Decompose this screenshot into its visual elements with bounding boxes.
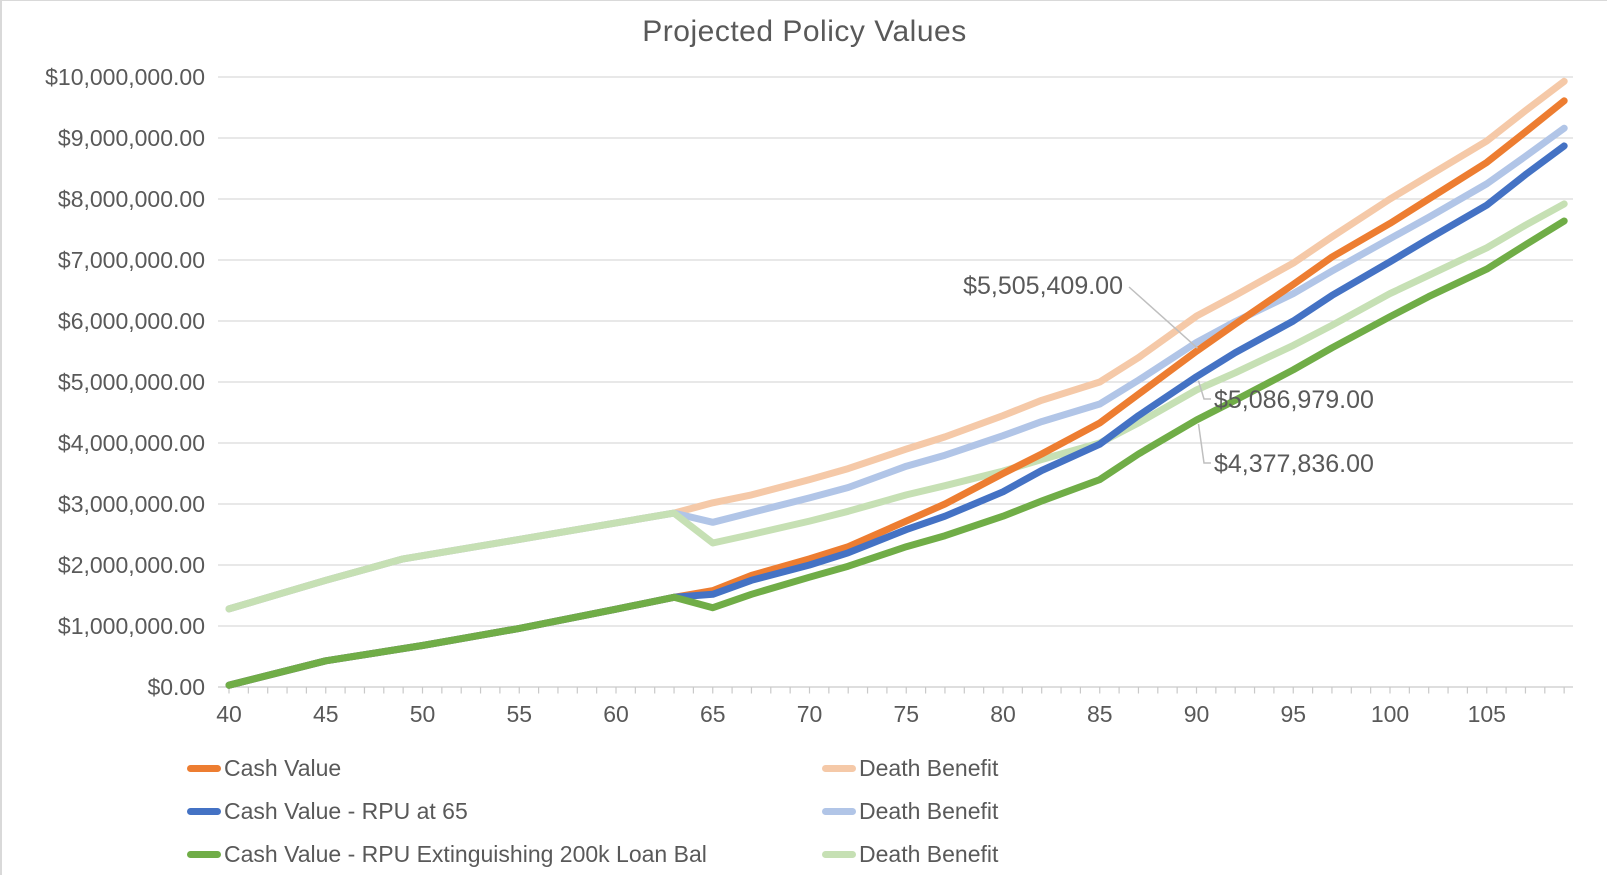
series-line-cash-value-rpu-at-65[interactable] xyxy=(225,142,1568,689)
y-axis-tick-label[interactable]: $1,000,000.00 xyxy=(58,613,205,639)
legend-item[interactable]: Cash Value - RPU Extinguishing 200k Loan… xyxy=(187,840,707,868)
legend-swatch-icon xyxy=(822,764,856,772)
y-axis-tick-label[interactable]: $7,000,000.00 xyxy=(58,247,205,273)
y-axis-tick-label[interactable]: $3,000,000.00 xyxy=(58,491,205,517)
legend-item-label: Death Benefit xyxy=(859,841,999,867)
x-axis-tick-label[interactable]: 55 xyxy=(506,701,532,727)
y-axis-tick-label[interactable]: $0.00 xyxy=(147,674,205,700)
legend-item[interactable]: Cash Value xyxy=(187,754,341,782)
legend-swatch-icon xyxy=(187,850,221,858)
chart-title[interactable]: Projected Policy Values xyxy=(642,15,967,48)
annotation-value-label[interactable]: $5,505,409.00 xyxy=(963,272,1123,300)
legend-swatch-icon xyxy=(187,807,221,815)
legend-item-label: Death Benefit xyxy=(859,755,999,781)
x-axis-tick-label[interactable]: 70 xyxy=(797,701,823,727)
legend-item-label: Death Benefit xyxy=(859,798,999,824)
annotation-leader-line xyxy=(1197,380,1211,400)
legend-swatch-icon xyxy=(822,850,856,858)
x-axis-tick-label[interactable]: 45 xyxy=(313,701,339,727)
annotation-value-label[interactable]: $4,377,836.00 xyxy=(1214,450,1374,478)
annotation-leader-line xyxy=(1128,286,1198,349)
legend-item-label: Cash Value - RPU Extinguishing 200k Loan… xyxy=(224,841,707,867)
y-axis-tick-label[interactable]: $10,000,000.00 xyxy=(45,64,205,90)
x-axis-tick-label[interactable]: 50 xyxy=(410,701,436,727)
x-axis-tick-label[interactable]: 65 xyxy=(700,701,726,727)
series-line-cash-value-rpu-extinguishing-200k-loan-bal[interactable] xyxy=(225,217,1568,689)
legend-item[interactable]: Cash Value - RPU at 65 xyxy=(187,797,468,825)
y-axis-tick-label[interactable]: $8,000,000.00 xyxy=(58,186,205,212)
y-axis-tick-label[interactable]: $4,000,000.00 xyxy=(58,430,205,456)
annotation-value-label[interactable]: $5,086,979.00 xyxy=(1214,386,1374,414)
x-axis-tick-label[interactable]: 85 xyxy=(1087,701,1113,727)
y-axis-tick-label[interactable]: $9,000,000.00 xyxy=(58,125,205,151)
y-axis-tick-label[interactable]: $5,000,000.00 xyxy=(58,369,205,395)
x-axis-tick-label[interactable]: 80 xyxy=(990,701,1016,727)
y-axis-tick-label[interactable]: $6,000,000.00 xyxy=(58,308,205,334)
x-axis-tick-label[interactable]: 105 xyxy=(1468,701,1506,727)
x-axis-tick-label[interactable]: 60 xyxy=(603,701,629,727)
y-axis-tick-label[interactable]: $2,000,000.00 xyxy=(58,552,205,578)
x-axis-tick-label[interactable]: 90 xyxy=(1184,701,1210,727)
legend-item-label: Cash Value xyxy=(224,755,342,781)
legend-item[interactable]: Death Benefit xyxy=(822,797,998,825)
x-axis-tick-label[interactable]: 40 xyxy=(216,701,242,727)
legend-item[interactable]: Death Benefit xyxy=(822,840,998,868)
legend-swatch-icon xyxy=(187,764,221,772)
legend-item[interactable]: Death Benefit xyxy=(822,754,998,782)
x-axis-tick-label[interactable]: 95 xyxy=(1280,701,1306,727)
legend-item-label: Cash Value - RPU at 65 xyxy=(224,798,468,824)
x-axis-tick-label[interactable]: 100 xyxy=(1371,701,1409,727)
annotation-leader-line xyxy=(1197,423,1211,464)
legend-swatch-icon xyxy=(822,807,856,815)
x-axis-tick-label[interactable]: 75 xyxy=(893,701,919,727)
